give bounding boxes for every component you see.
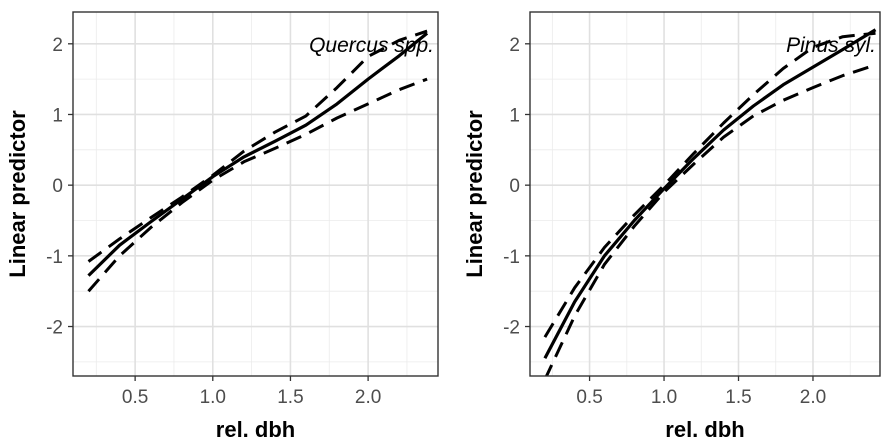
gridlines	[530, 12, 880, 376]
y-tick-label: 0	[509, 176, 520, 197]
x-tick-label: 0.5	[122, 387, 148, 408]
x-tick-label: 2.0	[800, 387, 826, 408]
series-ci-line-1	[543, 31, 876, 338]
panel-quercus: 0.5 1.0 1.5 2.0 -2 -1 0 1 2 rel. dbh Linear predic…	[5, 11, 439, 440]
y-axis-title: Linear predictor	[5, 110, 30, 278]
series-ci-line-2	[87, 77, 428, 293]
series-group	[87, 29, 429, 293]
gridlines	[73, 12, 438, 376]
species-label: Pinus syl.	[786, 34, 876, 57]
x-axis-title: rel. dbh	[665, 417, 744, 440]
y-tick-label: 1	[509, 105, 520, 126]
series-estimate-line	[87, 31, 429, 277]
y-tick-label: -1	[503, 247, 520, 268]
x-tick-label: 0.5	[576, 387, 602, 408]
series-estimate-line	[543, 28, 877, 360]
y-tick-label: 1	[52, 105, 63, 126]
x-tick-label: 1.0	[200, 387, 226, 408]
y-tick-label: 2	[52, 35, 63, 56]
panel-border	[72, 11, 439, 377]
panel-pinus: 0.5 1.0 1.5 2.0 -2 -1 0 1 2 rel. dbh Linear predic…	[462, 11, 881, 440]
x-axis-title: rel. dbh	[216, 417, 295, 440]
y-axis-title: Linear predictor	[462, 110, 487, 278]
species-label: Quercus spp.	[309, 34, 434, 57]
y-tick-label: 2	[509, 35, 520, 56]
series-ci-line-1	[87, 29, 428, 263]
plot-background	[530, 12, 880, 376]
y-tick-label: 0	[52, 176, 63, 197]
series-group	[543, 28, 877, 376]
x-tick-label: 1.5	[277, 387, 303, 408]
y-tick-label: -2	[46, 318, 63, 339]
x-tick-label: 1.0	[651, 387, 677, 408]
y-tick-label: -2	[503, 318, 520, 339]
series-ci-line-2	[544, 63, 876, 376]
x-tick-label: 2.0	[355, 387, 381, 408]
y-tick-label: -1	[46, 247, 63, 268]
panel-border	[529, 11, 881, 377]
x-tick-label: 1.5	[725, 387, 751, 408]
